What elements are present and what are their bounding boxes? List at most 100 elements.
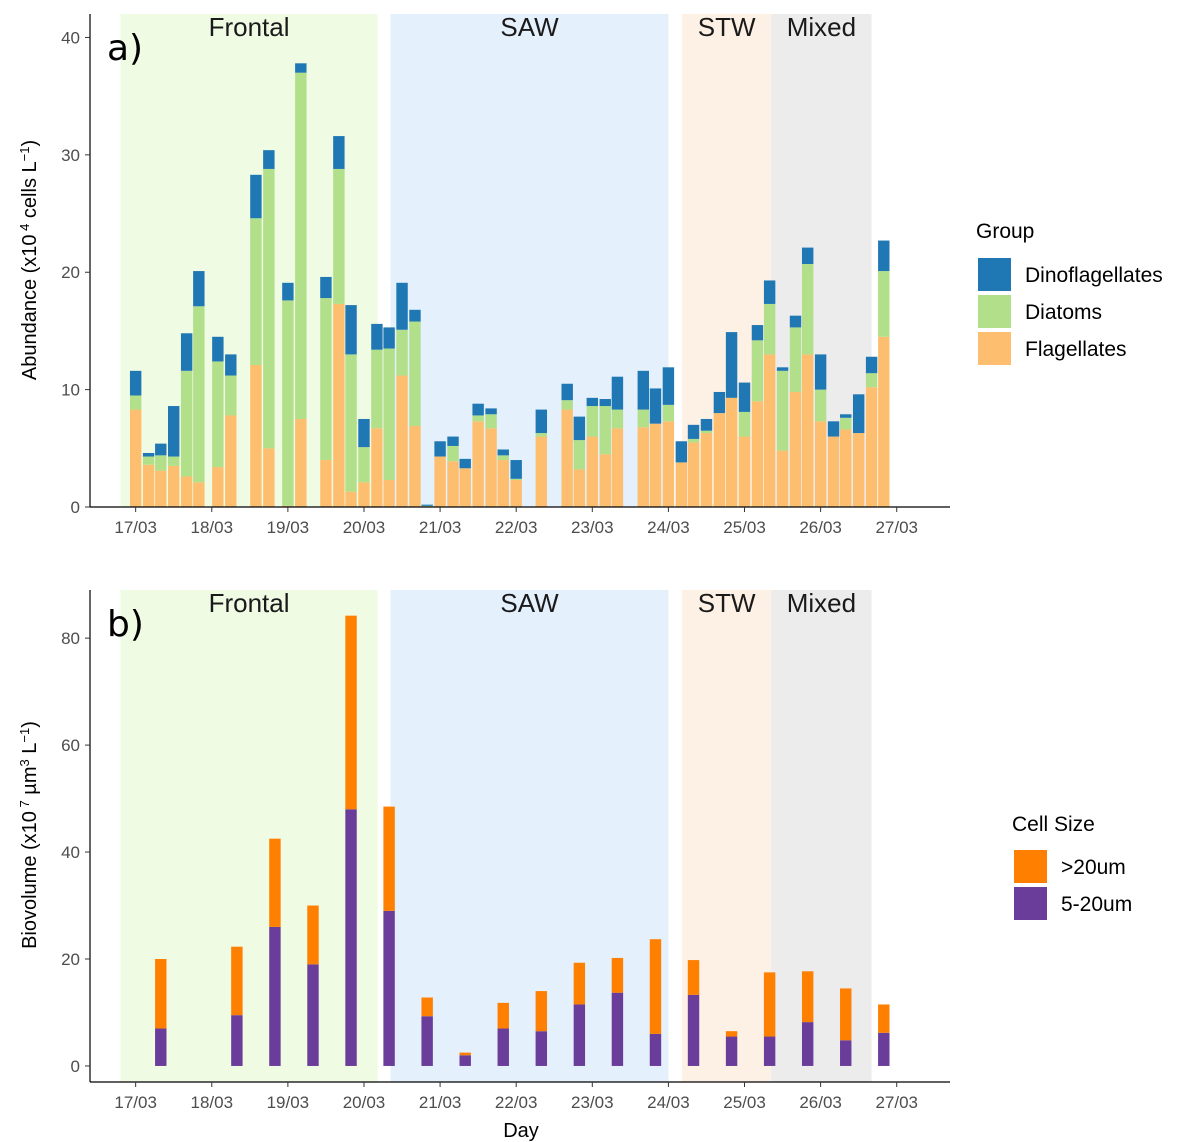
bar-segment-dinoflagellates	[250, 174, 262, 219]
bar-segment-5-20um	[535, 1031, 548, 1066]
bar-segment-dinoflagellates	[225, 354, 237, 376]
bar-segment-diatoms	[263, 168, 275, 449]
bar-segment-flagellates	[586, 436, 599, 507]
bar-segment-flagellates	[599, 454, 611, 507]
bar-segment-dinoflagellates	[263, 150, 275, 169]
legend-entry-label: Diatoms	[1025, 301, 1102, 324]
bar-segment-flagellates	[333, 303, 345, 507]
region-label-saw: SAW	[500, 12, 559, 42]
bar-segment-dinoflagellates	[421, 504, 433, 506]
bar-segment-flagellates	[193, 482, 205, 507]
bar-segment-dinoflagellates	[687, 424, 700, 439]
bar-segment-dinoflagellates	[212, 336, 224, 362]
bar-segment-dinoflagellates	[611, 376, 624, 410]
region-label-saw: SAW	[500, 588, 559, 618]
bar-segment--20um	[687, 960, 700, 995]
bar-segment-flagellates	[212, 467, 224, 507]
x-tick-label: 23/03	[571, 1093, 614, 1112]
legend-swatch	[978, 332, 1011, 365]
bar-segment-diatoms	[586, 406, 599, 437]
bar-segment-flagellates	[789, 391, 802, 507]
x-tick-label: 23/03	[571, 518, 614, 537]
bar-segment-flagellates	[700, 433, 713, 507]
bar-segment--20um	[421, 997, 433, 1017]
bar-segment-5-20um	[231, 1015, 243, 1066]
bar-segment-5-20um	[383, 910, 395, 1066]
bar-segment-flagellates	[396, 375, 408, 507]
bar-segment-diatoms	[662, 404, 675, 422]
bar-segment-flagellates	[713, 413, 726, 507]
bar-segment-diatoms	[573, 440, 586, 470]
x-tick-label: 17/03	[114, 518, 157, 537]
x-tick-label: 21/03	[419, 1093, 462, 1112]
bar-segment-diatoms	[320, 298, 332, 461]
bar-segment-5-20um	[801, 1022, 814, 1066]
bar-segment-flagellates	[637, 427, 649, 507]
y-tick-label: 40	[61, 843, 80, 862]
panel-b-biovolume: Frontal SAW STW Mixed 0 20 40 60 80 17/03 18/03 19/…	[17, 588, 950, 1112]
bar-segment-flagellates	[409, 426, 421, 507]
bar-segment-diatoms	[180, 370, 193, 477]
bar-segment-flagellates	[168, 465, 180, 507]
bar-segment-flagellates	[497, 460, 509, 507]
bar-segment-dinoflagellates	[878, 240, 890, 272]
y-tick-label: 20	[61, 263, 80, 282]
bar-segment-dinoflagellates	[371, 323, 383, 350]
bar-segment--20um	[649, 939, 662, 1034]
x-tick-label: 24/03	[647, 518, 690, 537]
bar-segment-flagellates	[801, 354, 814, 507]
legend-entry-label: Dinoflagellates	[1025, 264, 1163, 287]
bar-segment-5-20um	[649, 1033, 662, 1066]
bar-segment--20um	[611, 957, 624, 993]
bar-segment-diatoms	[168, 456, 180, 466]
bar-segment-diatoms	[611, 409, 624, 429]
bar-segment-flagellates	[434, 456, 446, 507]
bar-segment-dinoflagellates	[295, 63, 307, 73]
x-tick-label: 25/03	[723, 518, 766, 537]
bar-segment-diatoms	[599, 406, 611, 455]
panel-label: b)	[107, 604, 144, 645]
x-tick-label: 17/03	[114, 1093, 157, 1112]
bar-segment-diatoms	[485, 414, 497, 429]
bar-segment-flagellates	[687, 442, 700, 507]
bar-segment-diatoms	[193, 306, 205, 483]
bar-segment--20um	[573, 962, 586, 1005]
bar-segment-flagellates	[662, 421, 675, 507]
bar-segment-flagellates	[180, 476, 193, 507]
bar-segment-dinoflagellates	[586, 397, 599, 407]
bar-segment--20um	[383, 806, 395, 911]
bar-segment-flagellates	[649, 423, 662, 507]
bar-segment-diatoms	[814, 389, 827, 422]
y-tick-label: 0	[71, 1057, 80, 1076]
legend-group: Group Dinoflagellates Diatoms Flagellates	[976, 220, 1163, 365]
bar-segment-diatoms	[295, 72, 307, 419]
bar-segment-flagellates	[776, 450, 789, 507]
region-label-stw: STW	[698, 588, 756, 618]
bar-segment-diatoms	[637, 409, 649, 428]
legend-swatch	[978, 258, 1011, 291]
region-label-frontal: Frontal	[209, 12, 290, 42]
bar-segment-diatoms	[751, 340, 764, 402]
legend-cell-size: Cell Size >20um 5-20um	[1012, 813, 1132, 920]
bar-segment-flagellates	[250, 364, 262, 507]
x-tick-label: 27/03	[875, 518, 918, 537]
bar-segment-dinoflagellates	[485, 408, 497, 415]
bar-segment-diatoms	[396, 329, 408, 376]
bar-segment-dinoflagellates	[510, 460, 522, 479]
x-tick-label: 18/03	[190, 518, 233, 537]
bar-segment-flagellates	[840, 429, 852, 507]
bar-segment-diatoms	[345, 354, 357, 492]
x-tick-label: 27/03	[875, 1093, 918, 1112]
bar-segment-diatoms	[865, 373, 878, 388]
region-label-mixed: Mixed	[787, 12, 856, 42]
bar-segment-dinoflagellates	[789, 315, 802, 328]
bar-segment-dinoflagellates	[193, 271, 205, 307]
bar-segment-dinoflagellates	[396, 282, 408, 330]
bar-segment-diatoms	[212, 361, 224, 468]
bar-segment-flagellates	[878, 336, 890, 507]
bar-segment-diatoms	[776, 370, 789, 451]
bar-segment-dinoflagellates	[459, 458, 471, 469]
bar-segment-flagellates	[383, 480, 395, 507]
bar-segment-dinoflagellates	[738, 382, 751, 412]
bar-segment-dinoflagellates	[168, 406, 180, 457]
